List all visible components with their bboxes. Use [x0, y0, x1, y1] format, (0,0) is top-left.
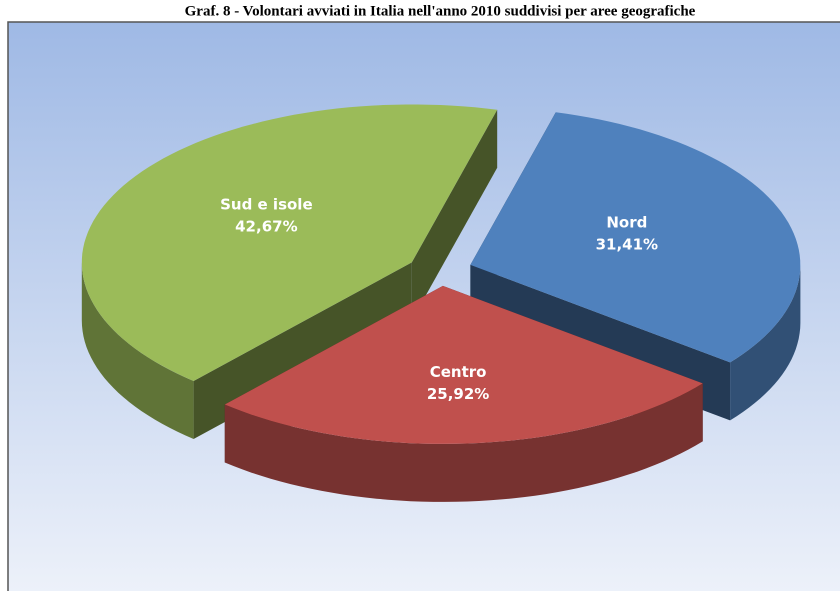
chart-title: Graf. 8 - Volontari avviati in Italia ne… [185, 3, 696, 19]
slice-value-label: 42,67% [235, 218, 297, 236]
pie-slice: Centro 25,92% [224, 285, 703, 502]
slice-top [81, 104, 498, 381]
slice-label: Nord [606, 213, 647, 231]
slice-value-label: 31,41% [596, 235, 658, 253]
slice-label: Sud e isole [220, 196, 313, 214]
slice-value-label: 25,92% [427, 385, 489, 403]
slice-wall [411, 109, 498, 321]
slice-side [81, 262, 194, 439]
slice-top [470, 112, 801, 363]
slice-side [730, 264, 801, 421]
slice-side [224, 383, 703, 502]
slice-label: Centro [430, 363, 487, 381]
slice-top [224, 285, 703, 444]
